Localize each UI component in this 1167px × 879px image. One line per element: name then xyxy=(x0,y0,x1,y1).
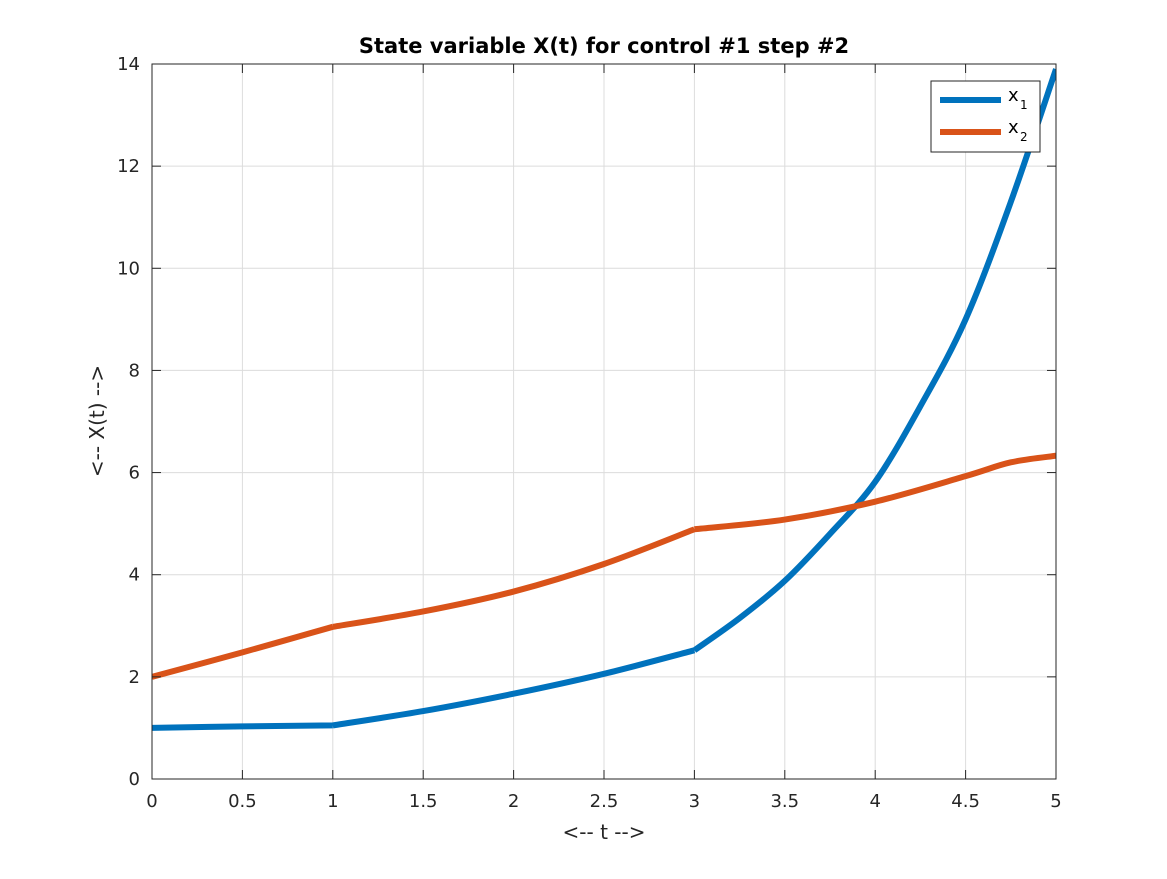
series-line-x2 xyxy=(152,452,1056,680)
y-tick-label: 10 xyxy=(117,258,140,279)
y-tick-label: 4 xyxy=(129,565,140,586)
x-tick-label: 0.5 xyxy=(228,791,257,812)
y-tick-label: 14 xyxy=(117,54,140,75)
x-tick-label: 3 xyxy=(689,791,700,812)
legend-box xyxy=(930,80,1041,153)
legend-subscript-2: 2 xyxy=(1020,130,1028,144)
x-tick-label: 4 xyxy=(869,791,880,812)
x-tick-label: 2 xyxy=(508,791,519,812)
y-axis-label: <-- X(t) --> xyxy=(85,365,109,477)
series-layer xyxy=(152,68,1056,731)
y-tick-label: 2 xyxy=(129,667,140,688)
ticks xyxy=(151,63,1057,780)
legend-label-x1: x xyxy=(1008,85,1019,106)
y-tick-label: 12 xyxy=(117,156,140,177)
y-tick-label: 8 xyxy=(129,360,140,381)
x-tick-label: 0 xyxy=(146,791,157,812)
legend[interactable]: x 1x 2 xyxy=(930,80,1041,153)
x-axis-label: <-- t --> xyxy=(563,820,646,844)
x-tick-label: 1 xyxy=(327,791,338,812)
legend-subscript-1: 1 xyxy=(1020,98,1028,112)
series-line-x1 xyxy=(152,68,1056,731)
x-tick-label: 2.5 xyxy=(590,791,619,812)
y-tick-label: 6 xyxy=(129,463,140,484)
x-tick-label: 5 xyxy=(1050,791,1061,812)
x-tick-label: 1.5 xyxy=(409,791,438,812)
x-tick-label: 4.5 xyxy=(951,791,980,812)
chart-title: State variable X(t) for control #1 step … xyxy=(359,34,849,58)
y-tick-label: 0 xyxy=(129,769,140,790)
legend-label-x2: x xyxy=(1008,117,1019,138)
x-tick-label: 3.5 xyxy=(770,791,799,812)
